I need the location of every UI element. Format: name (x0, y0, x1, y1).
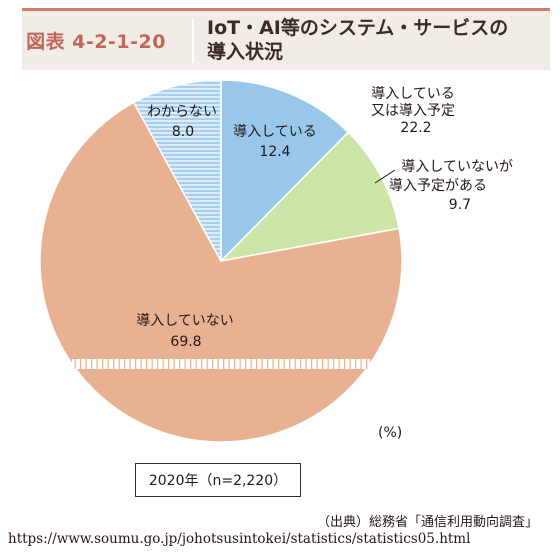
year-sample-box: 2020年（n=2,220） (135, 463, 301, 497)
title-line-1: IoT・AI等のシステム・サービスの (207, 17, 509, 39)
figure-number: 図表 4-2-1-20 (26, 31, 166, 53)
band-divider (72, 359, 370, 369)
label-planned-line1: 導入していないが (401, 159, 513, 175)
slice-introduced (220, 79, 350, 263)
slice-planned (218, 131, 400, 263)
pie-chart: 導入している12.4導入している又は導入予定22.2導入していないが導入予定があ… (39, 79, 513, 443)
label-group-line2: 又は導入予定 (371, 103, 455, 119)
value-unknown: 8.0 (172, 124, 194, 140)
value-introduced: 12.4 (259, 144, 290, 160)
leader-line-planned (374, 169, 396, 184)
title-separator (192, 19, 194, 63)
unit-label: (%) (378, 425, 403, 441)
label-group-line1: 導入している (371, 86, 455, 102)
source-citation: （出典）総務省「通信利用動向調査」 (316, 515, 538, 530)
title-bar: 図表 4-2-1-20 IoT・AI等のシステム・サービスの 導入状況 (22, 8, 550, 70)
figure-title: IoT・AI等のシステム・サービスの 導入状況 (207, 16, 547, 64)
value-group: 22.2 (400, 120, 431, 136)
label-planned-line2: 導入予定がある (389, 178, 487, 194)
value-not-introduced: 69.8 (170, 334, 201, 350)
label-unknown: わからない (147, 104, 217, 120)
label-introduced: 導入している (233, 124, 317, 140)
title-line-2: 導入状況 (207, 41, 284, 63)
source-url: https://www.soumu.go.jp/johotsusintokei/… (8, 531, 471, 547)
label-not-introduced: 導入していない (136, 313, 234, 329)
slice-unknown (132, 79, 222, 262)
value-planned: 9.7 (449, 197, 471, 213)
slice-not-introduced (39, 101, 403, 443)
